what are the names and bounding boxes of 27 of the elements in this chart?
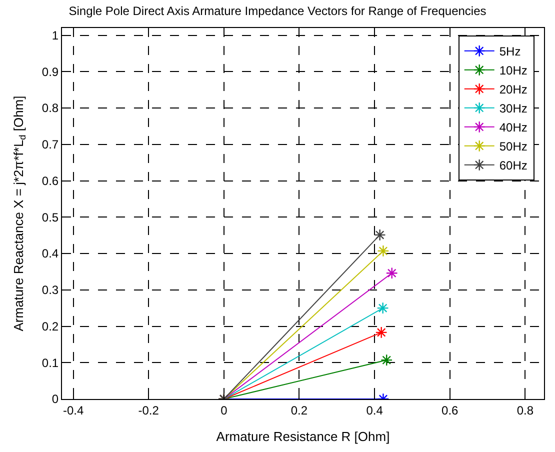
x-axis-title: Armature Resistance R [Ohm] bbox=[216, 429, 390, 444]
y-tick-label: 1 bbox=[52, 28, 59, 42]
y-tick-label: 0.6 bbox=[42, 174, 59, 188]
legend-label: 30Hz bbox=[499, 102, 528, 116]
x-tick-label: 0.4 bbox=[366, 403, 384, 418]
legend-label: 50Hz bbox=[499, 140, 528, 154]
x-tick-label: 0 bbox=[220, 403, 228, 418]
x-tick-label: 0.2 bbox=[290, 403, 308, 418]
y-tick-label: 0.9 bbox=[42, 64, 59, 79]
legend-label: 5Hz bbox=[499, 44, 521, 59]
legend-label: 60Hz bbox=[499, 158, 528, 173]
y-tick-label: 0 bbox=[52, 392, 59, 406]
x-tick-label: 0.8 bbox=[516, 403, 534, 418]
y-tick-label: 0.4 bbox=[42, 246, 59, 261]
chart-title: Single Pole Direct Axis Armature Impedance Vectors for Range of Frequencies bbox=[68, 4, 486, 18]
y-tick-label: 0.8 bbox=[42, 101, 59, 116]
x-tick-label: -0.2 bbox=[138, 403, 160, 418]
x-tick-label: 0.6 bbox=[442, 403, 459, 418]
legend-label: 20Hz bbox=[499, 82, 528, 97]
legend-label: 40Hz bbox=[499, 120, 528, 135]
y-tick-label: 0.5 bbox=[42, 210, 59, 224]
y-tick-label: 0.3 bbox=[42, 283, 59, 298]
y-tick-label: 0.1 bbox=[42, 356, 59, 370]
x-tick-label: -0.4 bbox=[62, 403, 84, 418]
y-tick-label: 0.2 bbox=[42, 319, 59, 334]
y-tick-label: 0.7 bbox=[42, 138, 59, 152]
legend-label: 10Hz bbox=[499, 64, 528, 78]
